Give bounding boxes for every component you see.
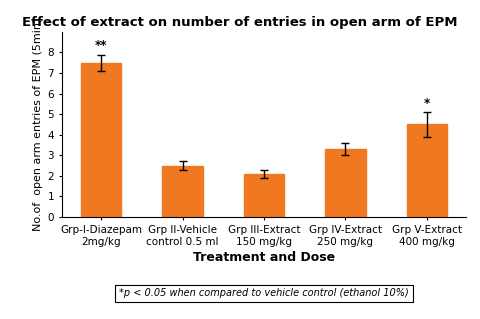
Bar	[407, 124, 447, 217]
Y-axis label: No.of  open arm entries of EPM (5min): No.of open arm entries of EPM (5min)	[33, 18, 43, 231]
Text: Effect of extract on number of entries in open arm of EPM: Effect of extract on number of entries i…	[22, 16, 457, 29]
Text: **: **	[95, 39, 108, 52]
Text: *: *	[424, 97, 430, 110]
Bar	[81, 63, 121, 217]
Bar	[325, 149, 366, 217]
Text: *p < 0.05 when compared to vehicle control (ethanol 10%): *p < 0.05 when compared to vehicle contr…	[119, 288, 409, 299]
Bar	[162, 166, 203, 217]
X-axis label: Treatment and Dose: Treatment and Dose	[193, 251, 335, 264]
Bar	[244, 174, 284, 217]
